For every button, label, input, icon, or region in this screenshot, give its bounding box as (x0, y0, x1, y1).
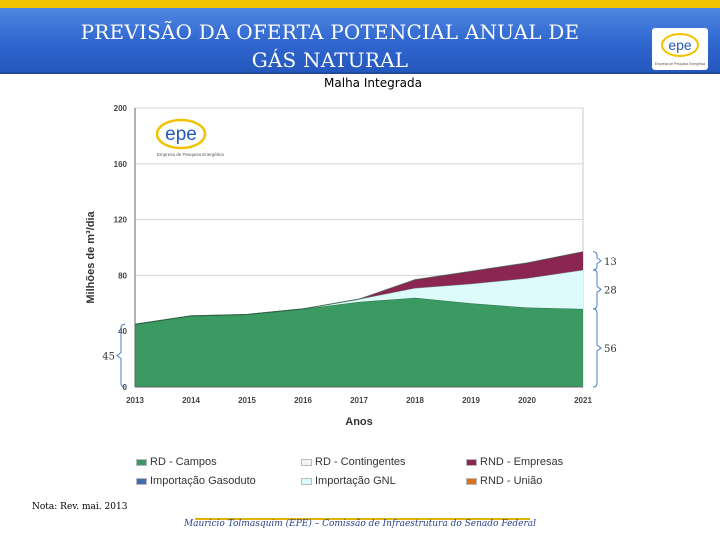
x-tick-label-5: 2018 (406, 396, 424, 405)
annotation-label-0: 13 (604, 257, 617, 268)
x-tick-label-4: 2017 (350, 396, 368, 405)
legend-label-1: RD - Contingentes (315, 456, 406, 468)
legend-label-2: RND - Empresas (480, 456, 564, 468)
annotation-brace-0 (592, 251, 602, 271)
legend-swatch-5 (466, 478, 477, 485)
annotation-label-1: 28 (604, 285, 617, 296)
watermark-logo-text: epe (165, 124, 197, 145)
note-text: Nota: Rev. mai. 2013 (32, 502, 128, 512)
legend-swatch-0 (136, 459, 147, 466)
annotation-label-2: 56 (604, 344, 617, 355)
y-tick-label-0: 0 (123, 383, 128, 392)
x-tick-label-0: 2013 (126, 396, 144, 405)
area-edge-2 (134, 251, 584, 325)
y-tick-label-2: 80 (118, 271, 127, 280)
legend-swatch-2 (466, 459, 477, 466)
top-accent-bar (0, 0, 720, 8)
x-tick-label-2: 2015 (238, 396, 256, 405)
legend-label-5: RND - União (480, 475, 543, 487)
slide-header: PREVISÃO DA OFERTA POTENCIAL ANUAL DE GÁ… (0, 8, 720, 74)
x-tick-label-6: 2019 (462, 396, 480, 405)
x-tick-label-1: 2014 (182, 396, 200, 405)
annotations: 13 28 56 45 (102, 251, 617, 388)
y-tick-label-1: 40 (118, 327, 127, 336)
x-axis-label: Anos (345, 416, 373, 428)
x-tick-label-8: 2021 (574, 396, 592, 405)
area-importa-o-gnl (135, 269, 583, 325)
annotation-label-3: 45 (102, 352, 115, 363)
tick-labels: 0 40 80 120 160 200 2013 2014 2015 2016 2017 2018 20… (114, 104, 593, 405)
footer-divider (195, 518, 530, 520)
slide-footer: Mauricio Tolmasquim (EPE) – Comissão de … (183, 519, 537, 529)
watermark-tagline: Empresa de Pesquisa Energética (157, 152, 224, 157)
axes (134, 108, 583, 388)
watermark-logo: epe Empresa de Pesquisa Energética (155, 118, 224, 157)
epe-logo-icon: epe Empresa de Pesquisa Energética (655, 33, 705, 66)
watermark-ring (155, 118, 207, 150)
header-logo-text: epe (668, 37, 692, 53)
x-tick-label-3: 2016 (294, 396, 312, 405)
header-logo-tagline: Empresa de Pesquisa Energética (655, 62, 705, 66)
legend-label-3: Importação Gasoduto (150, 475, 256, 487)
chart-subtitle: Malha Integrada (324, 76, 422, 90)
legend-label-4: Importação GNL (315, 475, 396, 487)
area-series (134, 251, 584, 387)
legend-label-0: RD - Campos (150, 456, 217, 468)
y-tick-label-5: 200 (114, 104, 128, 113)
annotation-brace-2 (592, 308, 602, 388)
y-tick-label-4: 160 (114, 160, 128, 169)
annotation-brace-3 (116, 323, 126, 388)
legend-swatch-3 (136, 478, 147, 485)
y-axis-label: Milhões de m³/dia (85, 210, 97, 303)
y-tick-label-3: 120 (114, 216, 128, 225)
legend-swatch-1 (301, 459, 312, 466)
annotation-brace-1 (592, 269, 602, 310)
x-tick-label-7: 2020 (518, 396, 536, 405)
legend-swatch-4 (301, 478, 312, 485)
epe-header-logo: epe Empresa de Pesquisa Energética (652, 28, 708, 70)
slide-title: PREVISÃO DA OFERTA POTENCIAL ANUAL DE GÁ… (80, 20, 580, 72)
area-rd-campos (135, 297, 583, 387)
